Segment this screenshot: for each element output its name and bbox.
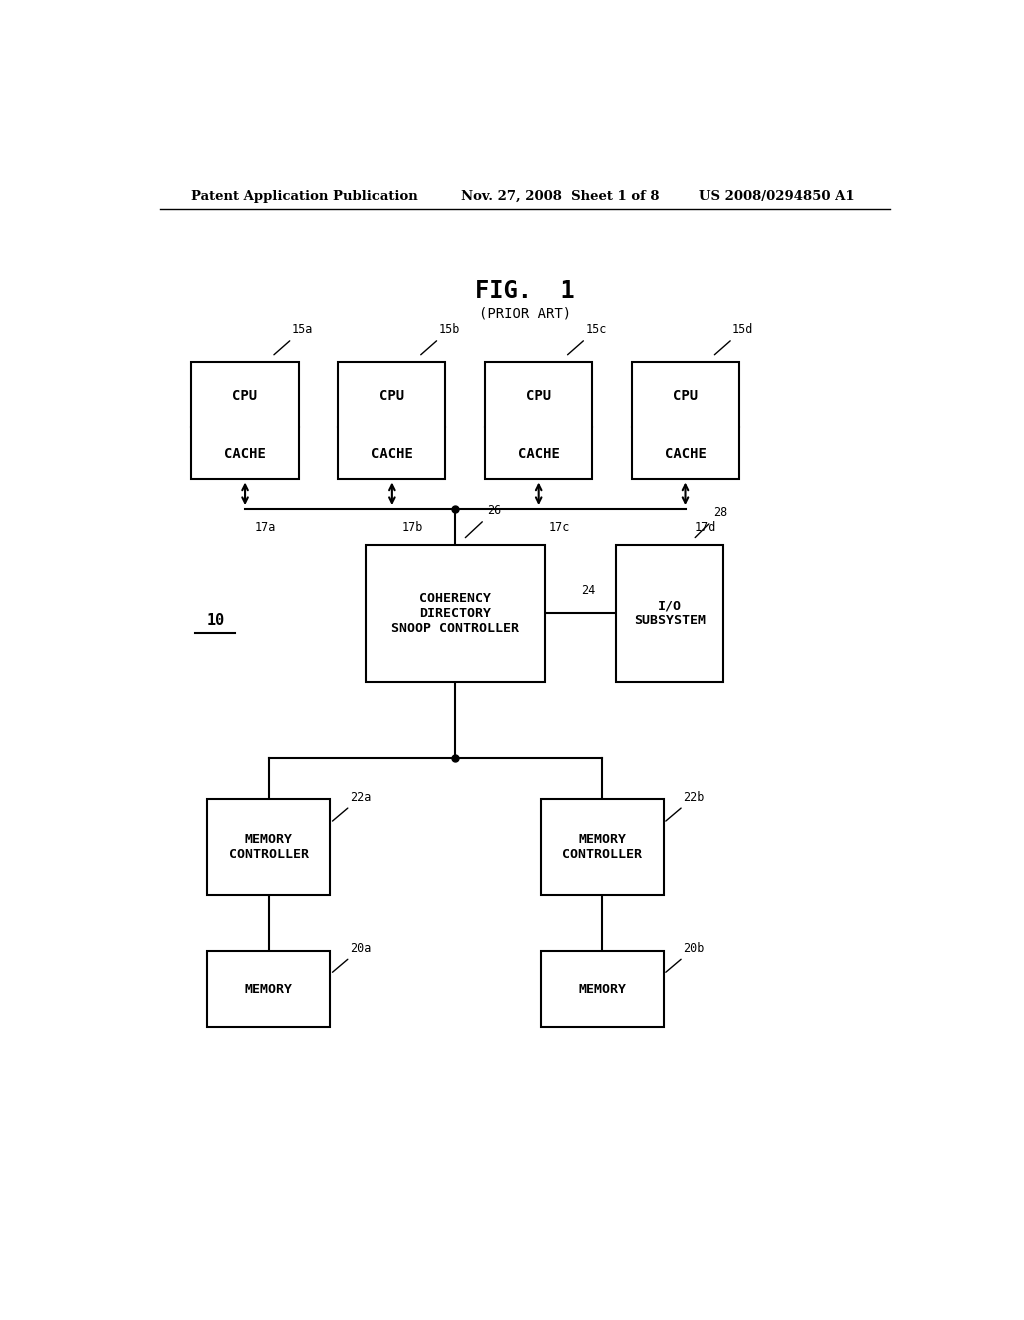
- Text: MEMORY: MEMORY: [245, 983, 293, 995]
- Text: CACHE: CACHE: [665, 447, 707, 461]
- Text: I/O
SUBSYSTEM: I/O SUBSYSTEM: [634, 599, 706, 627]
- Text: MEMORY: MEMORY: [579, 983, 627, 995]
- Text: US 2008/0294850 A1: US 2008/0294850 A1: [699, 190, 855, 202]
- Text: 22a: 22a: [333, 791, 372, 821]
- Text: Patent Application Publication: Patent Application Publication: [191, 190, 418, 202]
- Text: 20a: 20a: [333, 941, 372, 973]
- Text: CPU: CPU: [673, 388, 698, 403]
- Text: 17b: 17b: [401, 521, 423, 535]
- Bar: [616, 545, 723, 682]
- Text: 15d: 15d: [715, 323, 754, 355]
- Text: 15b: 15b: [421, 323, 460, 355]
- Text: Nov. 27, 2008  Sheet 1 of 8: Nov. 27, 2008 Sheet 1 of 8: [461, 190, 659, 202]
- Text: 28: 28: [695, 506, 727, 537]
- Bar: [338, 362, 445, 479]
- Text: 22b: 22b: [666, 791, 705, 821]
- Text: CACHE: CACHE: [224, 447, 266, 461]
- Bar: [541, 799, 664, 895]
- Text: CPU: CPU: [232, 388, 258, 403]
- Text: 17c: 17c: [548, 521, 569, 535]
- Text: FIG.  1: FIG. 1: [475, 279, 574, 302]
- Text: 20b: 20b: [666, 941, 705, 973]
- Bar: [207, 799, 331, 895]
- Text: CPU: CPU: [526, 388, 551, 403]
- Text: 15c: 15c: [567, 323, 606, 355]
- Bar: [367, 545, 545, 682]
- Text: CACHE: CACHE: [518, 447, 560, 461]
- Bar: [541, 952, 664, 1027]
- Text: MEMORY
CONTROLLER: MEMORY CONTROLLER: [229, 833, 309, 861]
- Text: COHERENCY
DIRECTORY
SNOOP CONTROLLER: COHERENCY DIRECTORY SNOOP CONTROLLER: [391, 591, 519, 635]
- Text: CACHE: CACHE: [371, 447, 413, 461]
- Text: 10: 10: [206, 614, 224, 628]
- Bar: [191, 362, 299, 479]
- Text: 26: 26: [465, 504, 502, 537]
- Text: 17d: 17d: [695, 521, 717, 535]
- Text: (PRIOR ART): (PRIOR ART): [479, 308, 570, 321]
- Text: CPU: CPU: [379, 388, 404, 403]
- Text: MEMORY
CONTROLLER: MEMORY CONTROLLER: [562, 833, 642, 861]
- Bar: [632, 362, 739, 479]
- Text: 24: 24: [582, 585, 595, 598]
- Bar: [207, 952, 331, 1027]
- Text: 15a: 15a: [274, 323, 313, 355]
- Text: 17a: 17a: [255, 521, 275, 535]
- Bar: [485, 362, 592, 479]
